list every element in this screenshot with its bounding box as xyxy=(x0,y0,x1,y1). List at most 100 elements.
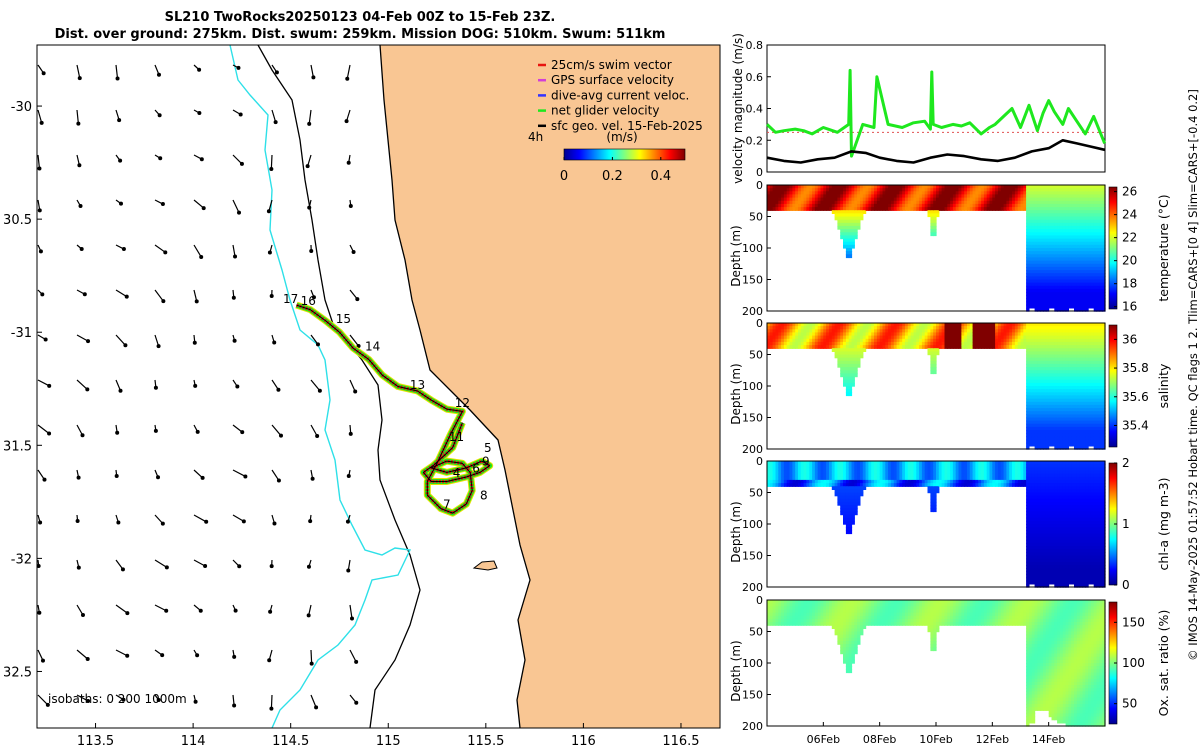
section-cell xyxy=(1079,244,1084,249)
section-cell xyxy=(1026,423,1030,428)
section-cell xyxy=(851,363,855,368)
section-cell xyxy=(1048,188,1053,192)
section-cell xyxy=(1054,417,1058,422)
section-cell xyxy=(1031,382,1036,387)
section-cell xyxy=(1054,335,1058,340)
section-cell xyxy=(812,323,816,327)
section-cell xyxy=(1034,292,1038,296)
section-cell xyxy=(1037,197,1041,202)
section-cell xyxy=(1045,398,1050,403)
waypoint-label: 14 xyxy=(365,339,380,353)
section-cell xyxy=(1059,197,1064,202)
section-cell xyxy=(845,235,850,240)
section-cell xyxy=(1059,404,1064,409)
section-cell xyxy=(857,486,861,490)
section-cell xyxy=(879,476,884,481)
section-cell xyxy=(936,335,940,340)
section-cell xyxy=(1031,288,1036,293)
section-cell xyxy=(1074,304,1078,309)
current-arrow-head xyxy=(269,293,274,298)
section-cell xyxy=(1057,351,1061,356)
section-cell xyxy=(1051,301,1055,306)
section-cell xyxy=(857,357,861,362)
section-cell xyxy=(1062,363,1067,368)
section-cell xyxy=(1085,345,1089,349)
section-cell xyxy=(967,329,971,334)
section-cell xyxy=(854,489,858,494)
section-cell xyxy=(1076,279,1081,284)
section-cell xyxy=(1034,433,1038,438)
section-cell xyxy=(1031,203,1036,208)
section-cell xyxy=(1093,251,1098,255)
section-cell xyxy=(1031,326,1036,330)
section-cell xyxy=(1088,345,1092,349)
section-cell xyxy=(848,219,853,224)
section-cell xyxy=(1096,363,1100,368)
section-cell xyxy=(1068,197,1072,202)
section-cell xyxy=(1059,376,1064,381)
section-cell xyxy=(1059,408,1064,412)
section-cell xyxy=(1006,332,1010,337)
section-cell xyxy=(851,338,855,343)
section-cell xyxy=(1088,414,1092,419)
current-arrow xyxy=(193,199,205,209)
section-cell xyxy=(1074,216,1078,221)
section-cell xyxy=(1034,414,1038,419)
section-cell xyxy=(896,329,900,334)
section-cell xyxy=(1000,188,1005,192)
current-arrow-head xyxy=(351,249,356,254)
geostrophic-velocity-arrows xyxy=(36,64,361,711)
section-cell xyxy=(1071,360,1075,365)
section-cell xyxy=(1048,442,1053,447)
section-cell xyxy=(1079,260,1084,265)
current-arrow xyxy=(349,604,353,619)
section-cell xyxy=(1026,376,1030,381)
section-cell xyxy=(1085,244,1089,249)
section-cell xyxy=(902,329,906,334)
current-arrow-head xyxy=(308,519,313,524)
section-cell xyxy=(1082,354,1086,359)
section-cell xyxy=(981,203,985,208)
section-cell xyxy=(1093,279,1098,284)
section-cell xyxy=(1026,248,1030,252)
section-cell xyxy=(1062,348,1067,352)
section-cell xyxy=(1034,386,1038,390)
section-cell xyxy=(789,476,793,481)
section-cell xyxy=(1003,329,1007,334)
section-cell xyxy=(1074,288,1078,293)
section-cell xyxy=(812,470,816,475)
section-cell xyxy=(1076,188,1081,192)
section-cell xyxy=(1048,370,1053,375)
section-cell xyxy=(1079,254,1084,259)
section-cell xyxy=(1090,338,1095,343)
section-cell xyxy=(865,207,869,211)
current-arrow-head xyxy=(193,699,198,704)
section-cell xyxy=(860,476,864,481)
section-cell xyxy=(812,197,816,202)
section-cell xyxy=(1090,401,1095,406)
section-cell xyxy=(829,483,833,487)
section-cell xyxy=(826,467,830,472)
section-cell xyxy=(1043,360,1047,365)
section-cell xyxy=(1076,185,1081,189)
section-cell xyxy=(1068,203,1072,208)
section-cell xyxy=(795,207,799,211)
section-cell xyxy=(1071,282,1075,287)
section-cell xyxy=(820,326,824,330)
section-cell xyxy=(1068,376,1072,381)
section-cell xyxy=(1076,235,1081,240)
section-cell xyxy=(1099,326,1103,330)
section-cell xyxy=(958,332,962,337)
section-cell xyxy=(905,476,909,481)
current-arrow-head xyxy=(115,430,120,435)
section-cell xyxy=(933,332,937,337)
section-cell xyxy=(885,197,889,202)
section-cell xyxy=(930,476,934,481)
section-cell xyxy=(975,191,979,196)
section-cell xyxy=(1037,345,1041,349)
section-cell xyxy=(792,200,796,205)
section-cell xyxy=(1102,401,1106,406)
section-cell xyxy=(890,470,895,475)
section-cell xyxy=(975,323,979,327)
section-cell xyxy=(1088,382,1092,387)
